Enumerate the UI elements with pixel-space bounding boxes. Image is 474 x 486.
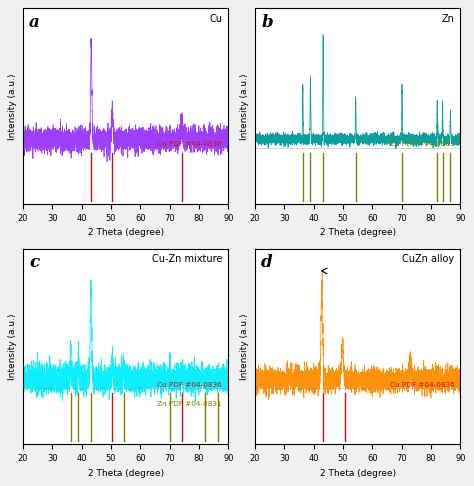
Text: Cu-Zn mixture: Cu-Zn mixture: [152, 255, 222, 264]
X-axis label: 2 Theta (degree): 2 Theta (degree): [319, 228, 396, 238]
Y-axis label: Intensity (a.u.): Intensity (a.u.): [240, 73, 249, 139]
Text: Zn PDF #04-0831: Zn PDF #04-0831: [390, 141, 454, 147]
Text: Cu PDF #04-0836: Cu PDF #04-0836: [157, 382, 222, 388]
Y-axis label: Intensity (a.u.): Intensity (a.u.): [240, 313, 249, 380]
Text: Zn: Zn: [441, 14, 454, 24]
X-axis label: 2 Theta (degree): 2 Theta (degree): [88, 228, 164, 238]
Y-axis label: Intensity (a.u.): Intensity (a.u.): [9, 73, 18, 139]
Text: Cu PDF #04-0836: Cu PDF #04-0836: [157, 141, 222, 147]
Text: a: a: [29, 14, 40, 31]
Y-axis label: Intensity (a.u.): Intensity (a.u.): [9, 313, 18, 380]
X-axis label: 2 Theta (degree): 2 Theta (degree): [319, 469, 396, 478]
Text: Cu: Cu: [209, 14, 222, 24]
Text: Cu PDF #04-0836: Cu PDF #04-0836: [390, 382, 454, 388]
Text: b: b: [261, 14, 273, 31]
Text: c: c: [29, 255, 39, 271]
Text: d: d: [261, 255, 273, 271]
Text: Zn PDF #04-0831: Zn PDF #04-0831: [157, 401, 222, 407]
Text: CuZn alloy: CuZn alloy: [402, 255, 454, 264]
X-axis label: 2 Theta (degree): 2 Theta (degree): [88, 469, 164, 478]
